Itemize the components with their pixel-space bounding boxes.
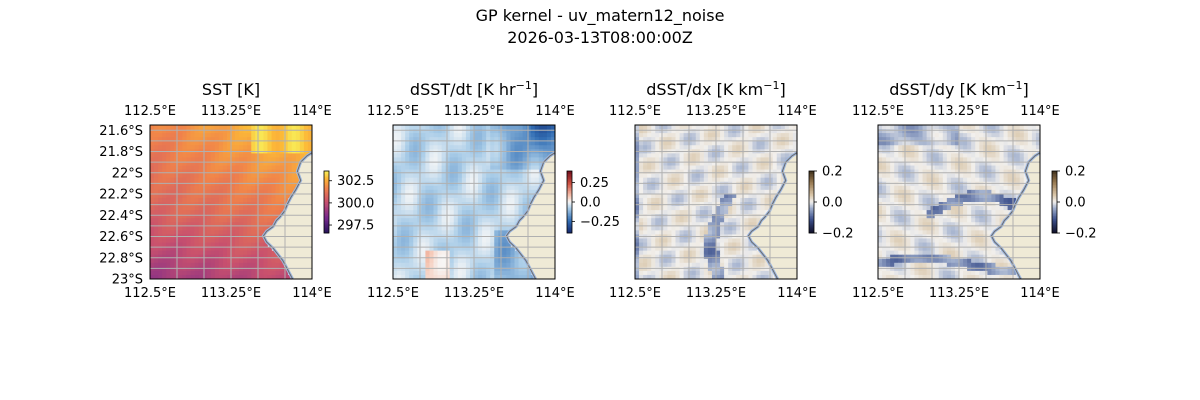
axes-frame <box>634 124 798 280</box>
x-tick-label-bottom: 113.25°E <box>686 286 746 301</box>
colorbar: 0.2 0.0 −0.2 <box>808 165 854 242</box>
subplot-1: SST [K] 112.5°E 112.5°E 113.25°E 113.25°E 114… <box>99 80 374 301</box>
x-tick-label-top: 113.25°E <box>444 104 504 119</box>
subplot-4: dSST/dy [K km−1] 112.5°E 112.5°E 113.25°E 11… <box>852 79 1097 301</box>
figure-title: GP kernel - uv_matern12_noise <box>475 6 725 25</box>
colorbar-tick-label: 302.5 <box>337 174 374 189</box>
x-tick-label-top: 113.25°E <box>686 104 746 119</box>
colorbar-tick-label: −0.2 <box>822 227 854 242</box>
x-tick-label-top: 114°E <box>1020 104 1060 119</box>
x-tick-label-bottom: 112.5°E <box>609 286 661 301</box>
x-tick-label-top: 112.5°E <box>367 104 419 119</box>
subplot-3: dSST/dx [K km−1] 112.5°E 112.5°E 113.25°E 11… <box>609 79 854 301</box>
x-tick-label-top: 113.25°E <box>929 104 989 119</box>
x-tick-label-top: 112.5°E <box>852 104 904 119</box>
y-tick-label: 22°S <box>112 166 143 181</box>
x-tick-label-top: 112.5°E <box>124 104 176 119</box>
y-tick-label: 22.8°S <box>99 251 143 266</box>
colorbar-tick-label: 0.0 <box>1065 196 1086 211</box>
subplot-title: dSST/dx [K km−1] <box>646 79 785 99</box>
subplot-title: SST [K] <box>202 80 260 99</box>
x-tick-label-top: 113.25°E <box>201 104 261 119</box>
axes-frame <box>877 124 1041 280</box>
x-tick-label-top: 112.5°E <box>609 104 661 119</box>
colorbar: 0.2 0.0 −0.2 <box>1051 165 1097 242</box>
axes-frame <box>392 124 556 280</box>
colorbar-tick-label: 0.0 <box>580 196 601 211</box>
x-tick-label-bottom: 112.5°E <box>124 286 176 301</box>
y-tick-label: 22.2°S <box>99 188 143 203</box>
subplot-title: dSST/dt [K hr−1] <box>410 79 538 99</box>
x-tick-label-bottom: 114°E <box>292 286 332 301</box>
colorbar-tick-label: −0.2 <box>1065 227 1097 242</box>
axes-frame <box>149 124 313 280</box>
colorbar-tick-label: 300.0 <box>337 196 374 211</box>
y-tick-label: 22.6°S <box>99 230 143 245</box>
x-tick-label-bottom: 113.25°E <box>929 286 989 301</box>
coastline <box>990 152 1041 280</box>
colorbar-tick-label: −0.25 <box>580 215 620 230</box>
colorbar-tick-label: 0.2 <box>1065 165 1086 180</box>
gridlines <box>877 125 1041 280</box>
coastline <box>505 152 556 280</box>
subplot-title: dSST/dy [K km−1] <box>889 79 1028 99</box>
coastline <box>747 152 798 280</box>
heatmap-cells <box>393 125 556 280</box>
x-tick-label-bottom: 114°E <box>777 286 817 301</box>
x-tick-label-bottom: 112.5°E <box>367 286 419 301</box>
colorbar-frame <box>323 170 330 234</box>
colorbar-tick-label: 0.2 <box>822 165 843 180</box>
y-tick-label: 23°S <box>112 273 143 288</box>
x-tick-label-top: 114°E <box>777 104 817 119</box>
x-tick-label-bottom: 114°E <box>1020 286 1060 301</box>
x-tick-label-bottom: 113.25°E <box>201 286 261 301</box>
colorbar-tick-label: 0.25 <box>580 176 609 191</box>
figure-subtitle: 2026-03-13T08:00:00Z <box>507 28 693 47</box>
x-tick-label-bottom: 113.25°E <box>444 286 504 301</box>
coastline <box>262 152 313 280</box>
x-tick-label-top: 114°E <box>292 104 332 119</box>
colorbar-tick-label: 0.0 <box>822 196 843 211</box>
colorbar: 0.25 0.0 −0.25 <box>566 170 620 234</box>
y-tick-label: 22.4°S <box>99 209 143 224</box>
x-tick-label-bottom: 112.5°E <box>852 286 904 301</box>
y-tick-label: 21.8°S <box>99 145 143 160</box>
x-tick-label-top: 114°E <box>535 104 575 119</box>
colorbar: 302.5 300.0 297.5 <box>323 170 374 234</box>
colorbar-tick-label: 297.5 <box>337 219 374 234</box>
x-tick-label-bottom: 114°E <box>535 286 575 301</box>
y-tick-label: 21.6°S <box>99 124 143 139</box>
subplot-2: dSST/dt [K hr−1] 112.5°E 112.5°E 113.25°E 11… <box>367 79 620 301</box>
